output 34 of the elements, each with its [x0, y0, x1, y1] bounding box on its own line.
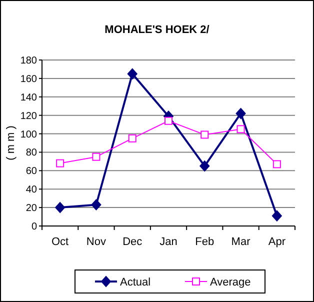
point — [128, 134, 136, 142]
point — [92, 152, 100, 161]
y-tick-label: 180 — [20, 56, 38, 66]
point — [272, 160, 281, 168]
point — [127, 68, 138, 80]
y-axis-title: ( m m ) — [5, 126, 17, 160]
y-tick-label: 160 — [20, 74, 38, 85]
y-tick-label: 80 — [26, 148, 38, 159]
point — [272, 210, 282, 222]
x-tick-label: Feb — [195, 236, 214, 248]
point — [200, 130, 209, 139]
x-tick-label: Apr — [268, 236, 286, 248]
y-tick-label: 140 — [20, 92, 38, 104]
y-tick-label: 120 — [20, 110, 38, 122]
y-tick-label: 100 — [20, 129, 38, 140]
x-tick-label: Dec — [122, 236, 143, 248]
legend-label: Actual — [120, 276, 151, 288]
x-tick-label: Oct — [52, 236, 69, 248]
point — [56, 159, 64, 168]
point — [236, 108, 246, 119]
point — [164, 116, 172, 125]
y-tick-label: 0 — [31, 222, 38, 232]
y-tick-label: 20 — [26, 203, 38, 214]
x-tick-label: Nov — [86, 236, 106, 248]
chart-title: MOHALE'S HOEK 2/ — [104, 24, 210, 36]
point — [91, 199, 102, 210]
legend-label: Average — [210, 276, 251, 288]
y-tick-label: 40 — [26, 184, 38, 196]
x-tick-label: Jan — [160, 236, 178, 248]
y-tick-label: 60 — [26, 166, 38, 178]
point — [236, 125, 245, 134]
x-tick-label: Mar — [231, 236, 251, 248]
point — [55, 202, 66, 214]
point — [200, 160, 210, 172]
